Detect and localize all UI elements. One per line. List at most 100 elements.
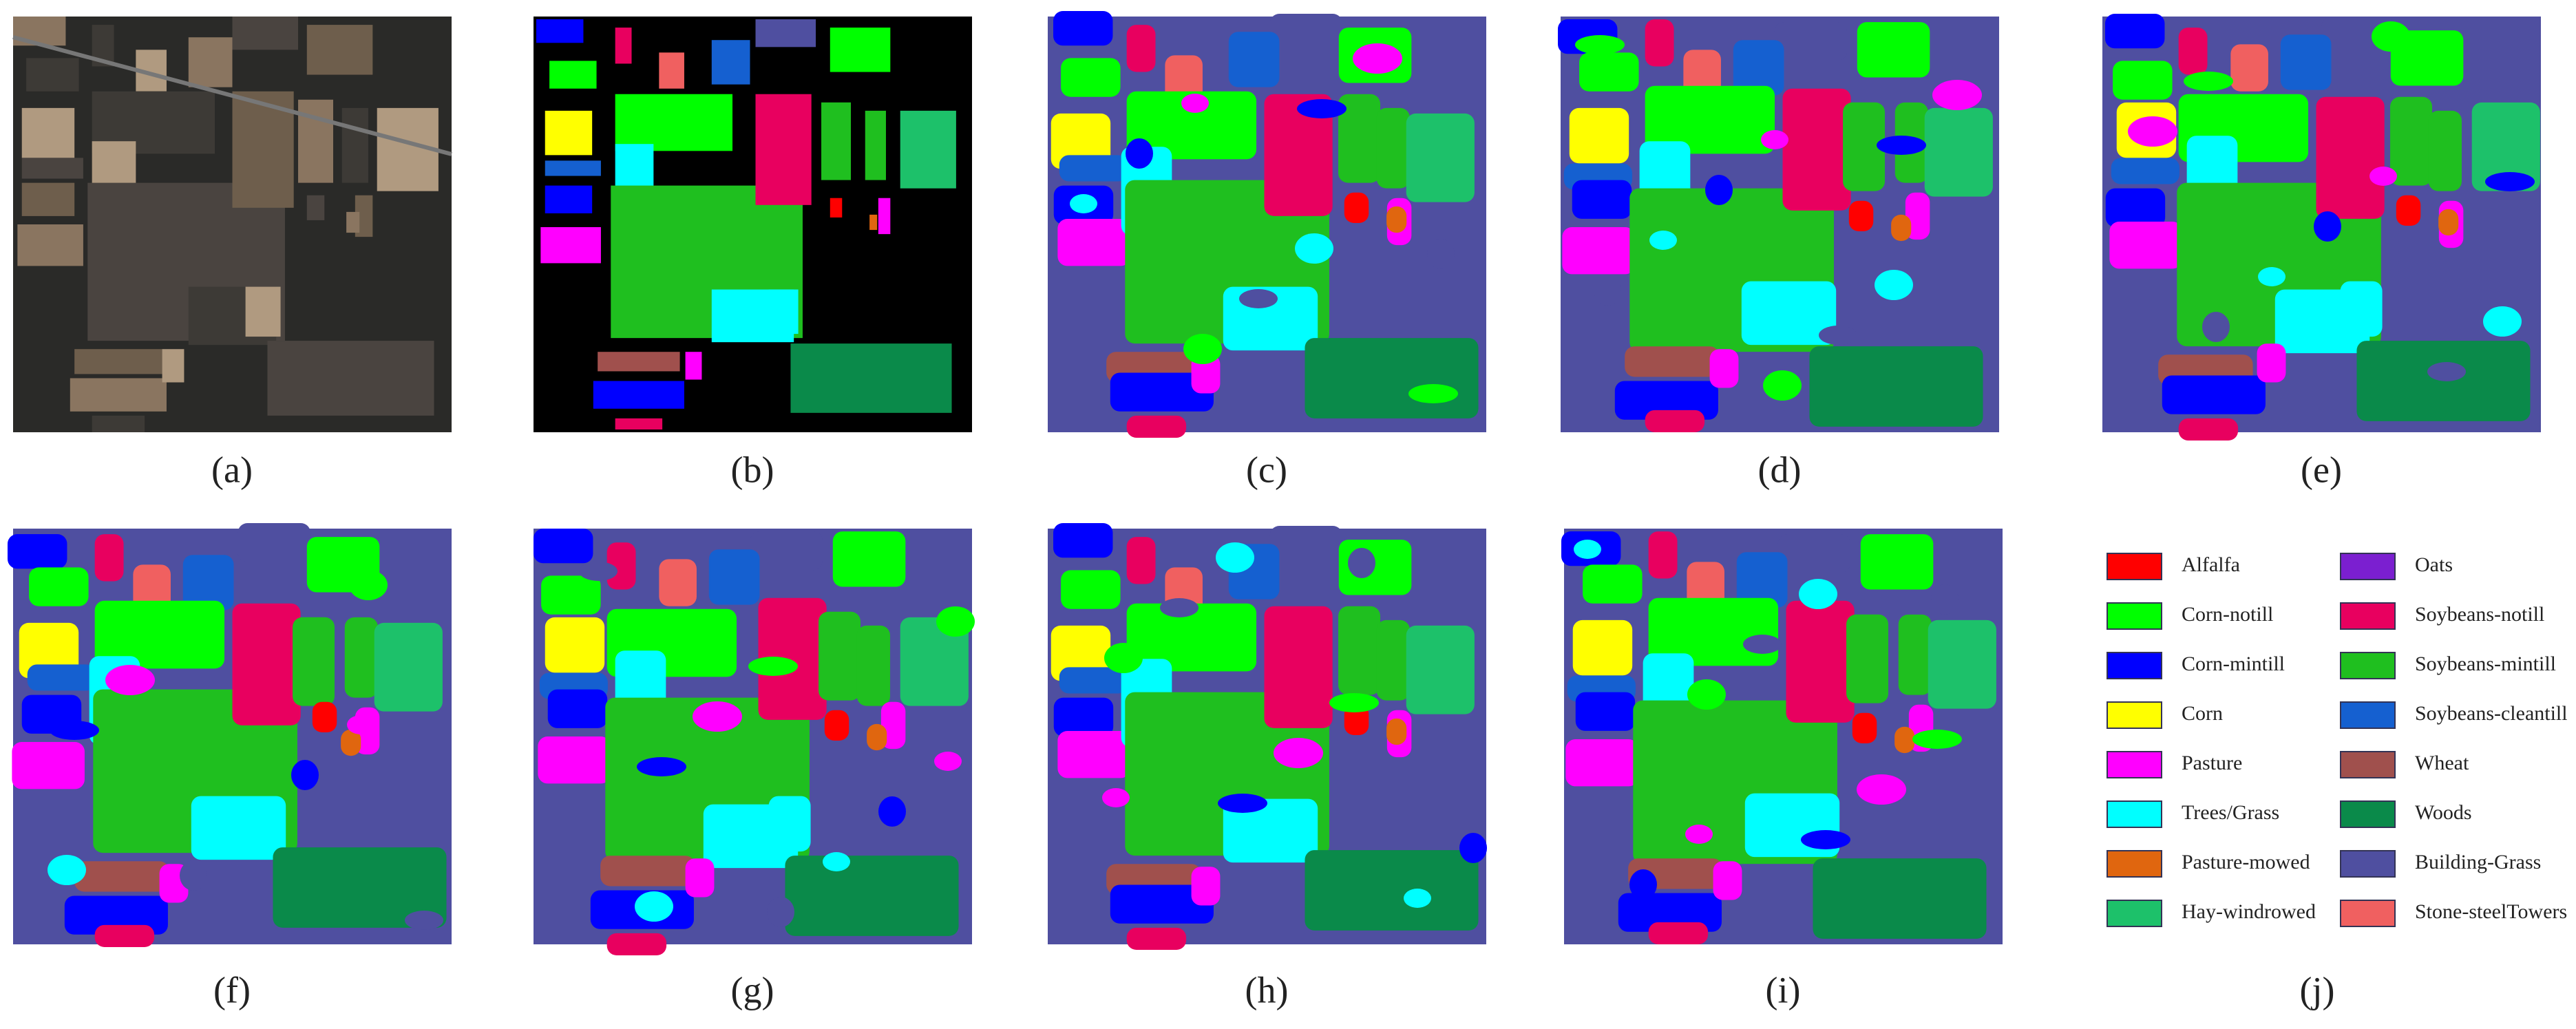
noise-blob — [47, 855, 86, 885]
noise-blob — [1877, 136, 1926, 155]
noise-blob — [1912, 730, 1962, 749]
legend-swatch — [2107, 800, 2162, 828]
region — [785, 856, 959, 936]
region — [1645, 85, 1775, 154]
region — [133, 564, 171, 612]
region — [74, 861, 169, 892]
legend-swatch — [2340, 602, 2396, 630]
region — [1843, 102, 1886, 191]
region — [832, 531, 906, 587]
noise-blob — [291, 760, 319, 790]
region — [1583, 564, 1643, 604]
noise-blob — [1070, 194, 1097, 213]
noise-blob — [936, 606, 975, 637]
legend-label: Pasture — [2182, 752, 2242, 774]
region — [1786, 600, 1855, 723]
panel-label: (c) — [1246, 449, 1287, 490]
region — [600, 856, 695, 887]
region — [606, 542, 636, 590]
map-panel — [1048, 11, 1486, 438]
region — [1777, 534, 1851, 573]
region — [1264, 606, 1333, 728]
field — [755, 19, 816, 47]
field — [830, 198, 843, 218]
region — [94, 924, 155, 947]
legend-label: Building-Grass — [2415, 851, 2541, 873]
region — [2113, 61, 2173, 100]
panel-label: (e) — [2301, 449, 2342, 490]
region — [182, 555, 234, 611]
region — [1305, 850, 1479, 931]
noise-blob — [180, 860, 207, 891]
noise-blob — [635, 891, 673, 922]
region — [750, 531, 823, 571]
region — [659, 559, 697, 606]
legend-label: Trees/Grass — [2182, 801, 2279, 824]
noise-blob — [1761, 130, 1788, 149]
field — [755, 94, 812, 205]
noise-blob — [1329, 693, 1379, 712]
field — [21, 158, 83, 179]
region — [1338, 94, 1381, 183]
legend-swatch — [2340, 751, 2396, 778]
region — [824, 710, 849, 741]
region — [1645, 19, 1674, 67]
region — [94, 600, 225, 669]
legend-swatch — [2340, 553, 2396, 580]
field — [21, 107, 75, 158]
region — [606, 933, 667, 955]
region — [237, 523, 311, 562]
field — [615, 418, 663, 429]
field — [790, 343, 952, 413]
region — [1305, 338, 1479, 418]
noise-blob — [1801, 830, 1850, 849]
region — [1228, 32, 1280, 87]
noise-blob — [878, 796, 906, 827]
legend-swatch — [2107, 900, 2162, 927]
noise-blob — [1348, 548, 1375, 578]
region — [1565, 739, 1638, 787]
noise-blob — [349, 570, 388, 600]
noise-blob — [1932, 80, 1982, 110]
region — [1648, 531, 1678, 579]
noise-blob — [1408, 384, 1458, 403]
noise-blob — [1687, 679, 1726, 710]
field — [830, 28, 891, 72]
region — [2230, 44, 2268, 92]
legend-swatch — [2107, 602, 2162, 630]
noise-blob — [1649, 231, 1677, 250]
noise-blob — [1216, 542, 1254, 573]
region — [1386, 206, 1407, 233]
noise-blob — [2258, 267, 2285, 286]
region — [1774, 22, 1848, 61]
noise-blob — [1875, 270, 1913, 300]
legend-label: Corn-notill — [2182, 603, 2273, 626]
map-panel — [534, 529, 975, 955]
panel-label: (f) — [213, 969, 251, 1010]
legend-swatch — [2107, 553, 2162, 580]
noise-blob — [1594, 275, 1621, 306]
region — [1376, 619, 1410, 701]
noise-blob — [1274, 738, 1323, 768]
field — [821, 102, 852, 180]
noise-blob — [405, 911, 443, 930]
region — [1264, 94, 1333, 216]
noise-blob — [1629, 869, 1657, 900]
map-panel — [12, 17, 452, 432]
field — [341, 107, 368, 183]
noise-blob — [693, 701, 742, 732]
region — [1376, 107, 1410, 189]
map-panel — [1561, 529, 2003, 944]
noise-blob — [2369, 167, 2397, 186]
legend-swatch — [2340, 800, 2396, 828]
noise-blob — [2427, 362, 2466, 381]
field — [545, 160, 601, 176]
region — [1709, 349, 1739, 388]
noise-blob — [1819, 326, 1857, 345]
panel-label: (d) — [1758, 449, 1802, 490]
region — [1110, 884, 1214, 924]
legend-swatch — [2340, 900, 2396, 927]
noise-blob — [1239, 289, 1278, 308]
